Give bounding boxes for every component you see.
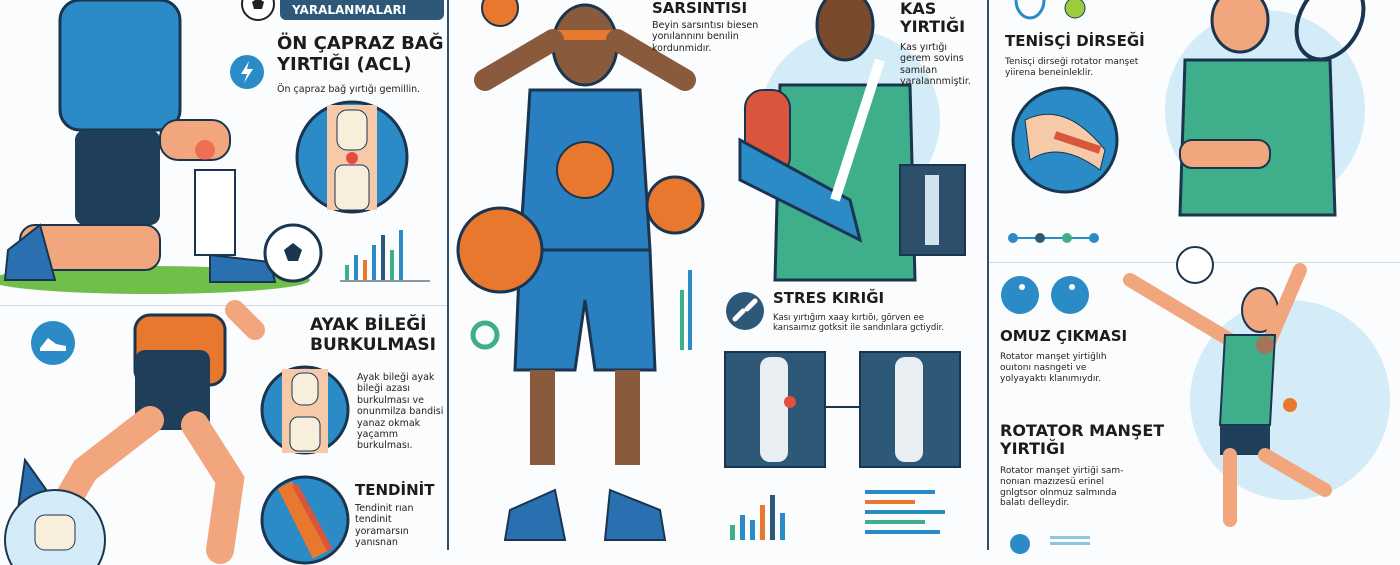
lightning-icon: [230, 55, 264, 89]
desc-line: burkulması ve: [357, 394, 424, 406]
foot-bone-illustration: [4, 489, 106, 565]
tendon-illustration: [260, 475, 350, 565]
stress-fracture-desc: Kası yırtığım xaay kırtıõı, görven ee ka…: [773, 313, 944, 333]
person-icon: [1010, 534, 1090, 554]
stress-fracture-title: STRES KIRIĞI: [773, 289, 885, 307]
acl-title-line2: YIRTIĞI (ACL): [277, 53, 412, 75]
desc-line: Beyin sarsıntısı biesen: [652, 20, 759, 31]
muscle-tear-title: KAS YIRTIĞI: [900, 0, 965, 37]
concussion-desc: Beyin sarsıntısı biesen yonılannını benı…: [652, 20, 758, 54]
desc-line: yanısnan: [355, 537, 398, 549]
desc-line: nonıan mazızesü erinel: [1000, 476, 1104, 487]
desc-line: tendinit: [355, 514, 392, 526]
desc-line: Ayak bileği ayak: [357, 372, 435, 383]
desc-line: bileği azası: [357, 383, 411, 395]
shoulder-dislocation-title: OMUZ ÇIKMASI: [1000, 327, 1128, 345]
desc-line: yoramarsın: [355, 525, 409, 537]
desc-line: Tendinit rıan: [355, 503, 414, 514]
shoulder-dislocation-desc: Rotator manşet yirtiğlıh ouıtonı nasnget…: [1000, 352, 1107, 384]
tennis-racket-icon: [1014, 0, 1086, 20]
desc-line: Kas yırtığı: [900, 42, 948, 53]
ankle-joint-illustration: [260, 365, 350, 455]
banner: YARALANMALARI: [280, 0, 444, 20]
shoe-icon: [31, 321, 75, 365]
desc-line: gnlgtsor olnmuz salmında: [1000, 487, 1117, 498]
rotator-cuff-title-line2: YIRTIĞI: [1000, 439, 1066, 459]
rotator-cuff-desc: Rotator manşet yirtiği sam- nonıan mazız…: [1000, 466, 1123, 509]
ankle-sprain-title-line1: AYAK BİLEĞİ: [310, 315, 427, 335]
desc-line: balatı delleydir.: [1000, 498, 1070, 509]
acl-title: ÖN ÇAPRAZ BAĞ YIRTIĞI (ACL): [277, 33, 444, 75]
acl-bar-chart: [340, 230, 430, 282]
desc-line: burkulması.: [357, 440, 413, 452]
desc-line: yanaz okmak: [357, 417, 421, 429]
divider-right: [987, 0, 989, 550]
concussion-title: SARSINTISI: [652, 0, 748, 17]
muscle-tear-title-line2: YIRTIĞI: [900, 17, 966, 37]
desc-line: Tenisçi dirseği rotator manşet: [1005, 57, 1139, 67]
desc-line: ouıtonı nasngeti ve: [1000, 362, 1087, 373]
tendinitis-title: TENDİNİT: [355, 481, 435, 499]
sport-icons: [1001, 276, 1089, 314]
ankle-sprain-title-line2: BURKULMASI: [310, 334, 437, 355]
acl-desc: Ön çapraz bağ yırtığı gemillin.: [277, 84, 421, 95]
desc-line: gerem sovins: [900, 53, 964, 65]
desc-line: kordunmidır.: [652, 42, 712, 54]
rotator-cuff-title-line1: ROTATOR MANŞET: [1000, 421, 1165, 440]
desc-line: yonılannını benılin: [652, 31, 739, 43]
broken-bone-icon: [726, 292, 764, 330]
sling-player-illustration: [738, 0, 966, 282]
desc-line: yaçamm: [357, 428, 398, 440]
muscle-tear-title-line1: KAS: [900, 0, 937, 18]
ankle-sprain-title: AYAK BİLEĞİ BURKULMASI: [310, 315, 437, 355]
desc-line: Rotator manşet yirtiğlıh: [1000, 352, 1107, 362]
volleyball-player-illustration: [1123, 246, 1390, 527]
knee-joint-illustration: [295, 100, 409, 214]
soccer-ball-icon: [241, 0, 275, 21]
desc-line: onunmilza bandisi: [357, 406, 444, 418]
desc-line: karısaımız gotksit ile sandınlara gctiyd…: [773, 323, 945, 334]
rotator-cuff-title: ROTATOR MANŞET YIRTIĞI: [1000, 421, 1165, 459]
ankle-sprain-desc: Ayak bileği ayak bileği azası burkulması…: [357, 372, 443, 452]
divider-left-horizontal: [0, 305, 447, 306]
tennis-player-illustration: [1008, 0, 1366, 243]
stress-fracture-charts: [730, 490, 945, 540]
xray-images: [724, 351, 961, 468]
desc-line: yiirena beneinleklir.: [1005, 67, 1094, 78]
tennis-elbow-title: TENİSÇİ DİRSEĞİ: [1005, 32, 1145, 50]
desc-line: Kası yırtığım xaay kırtıõı, görven ee: [773, 313, 924, 323]
desc-line: Rotator manşet yirtiği sam-: [1000, 466, 1124, 476]
acl-player-illustration: [0, 0, 323, 294]
acl-title-line1: ÖN ÇAPRAZ BAĞ: [277, 33, 444, 54]
desc-line: samılan: [900, 64, 938, 76]
desc-line: yolyayaktı klanımıydır.: [1000, 373, 1102, 384]
basketball-player-illustration: [456, 0, 705, 541]
muscle-tear-desc: Kas yırtığı gerem sovins samılan yaralan…: [900, 42, 971, 88]
tennis-elbow-desc: Tenisçi dirseği rotator manşet yiirena b…: [1005, 57, 1138, 79]
tendinitis-desc: Tendinit rıan tendinit yoramarsın yanısn…: [355, 503, 414, 549]
divider-left: [447, 0, 449, 550]
desc-line: yaralannmiştir.: [900, 76, 971, 88]
